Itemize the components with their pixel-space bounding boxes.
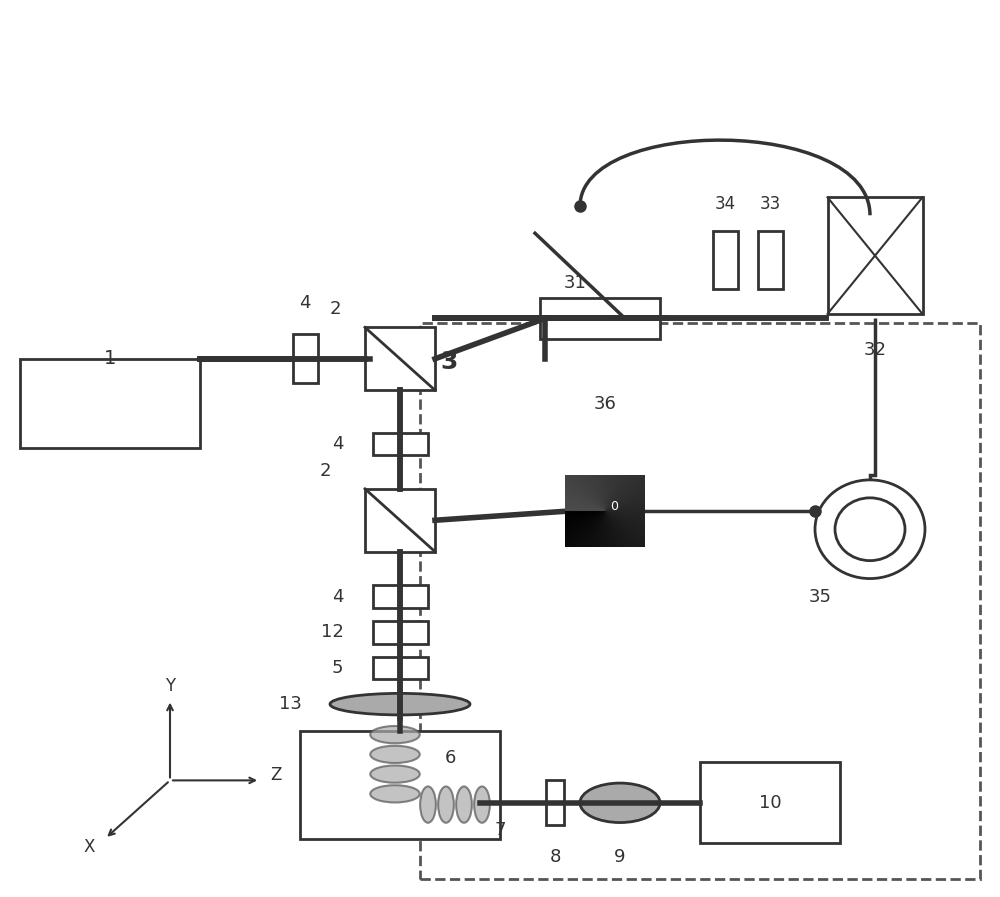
Text: 3: 3: [440, 350, 457, 374]
Text: 9: 9: [614, 848, 626, 866]
Bar: [292, 335, 318, 384]
Text: 2: 2: [319, 462, 331, 480]
Ellipse shape: [474, 787, 490, 823]
Bar: [828, 197, 922, 314]
Text: 13: 13: [279, 695, 301, 713]
Ellipse shape: [456, 787, 472, 823]
Text: 4: 4: [332, 435, 343, 453]
Bar: [546, 780, 564, 825]
Text: 8: 8: [549, 848, 561, 866]
Text: Z: Z: [270, 766, 281, 784]
Bar: [420, 323, 980, 879]
Bar: [758, 231, 783, 289]
Ellipse shape: [370, 726, 420, 744]
Ellipse shape: [580, 783, 660, 823]
Ellipse shape: [370, 765, 420, 783]
Text: 12: 12: [321, 623, 344, 641]
Text: 2: 2: [329, 300, 341, 318]
Text: Y: Y: [165, 676, 175, 694]
Bar: [372, 586, 428, 608]
Bar: [20, 359, 200, 448]
Text: 31: 31: [564, 274, 586, 292]
Text: 34: 34: [714, 195, 736, 213]
Text: 33: 33: [759, 195, 781, 213]
Bar: [365, 489, 435, 552]
Bar: [365, 327, 435, 390]
Ellipse shape: [370, 785, 420, 803]
Text: 10: 10: [759, 794, 781, 812]
Text: 0: 0: [610, 501, 618, 513]
Text: 1: 1: [104, 349, 116, 369]
Bar: [372, 657, 428, 680]
Ellipse shape: [420, 787, 436, 823]
Bar: [300, 731, 500, 839]
Text: X: X: [84, 838, 95, 856]
Ellipse shape: [438, 787, 454, 823]
Bar: [372, 621, 428, 644]
Text: 4: 4: [299, 293, 311, 312]
Ellipse shape: [330, 693, 470, 715]
Bar: [540, 298, 660, 338]
Bar: [372, 433, 428, 456]
Text: 6: 6: [445, 749, 456, 767]
Text: 7: 7: [494, 821, 506, 839]
Text: 4: 4: [332, 588, 343, 605]
Ellipse shape: [370, 745, 420, 763]
Text: 5: 5: [332, 659, 343, 677]
Bar: [700, 762, 840, 843]
Text: 36: 36: [594, 395, 616, 413]
Text: 32: 32: [864, 341, 887, 359]
Bar: [712, 231, 738, 289]
Text: 35: 35: [808, 588, 832, 605]
